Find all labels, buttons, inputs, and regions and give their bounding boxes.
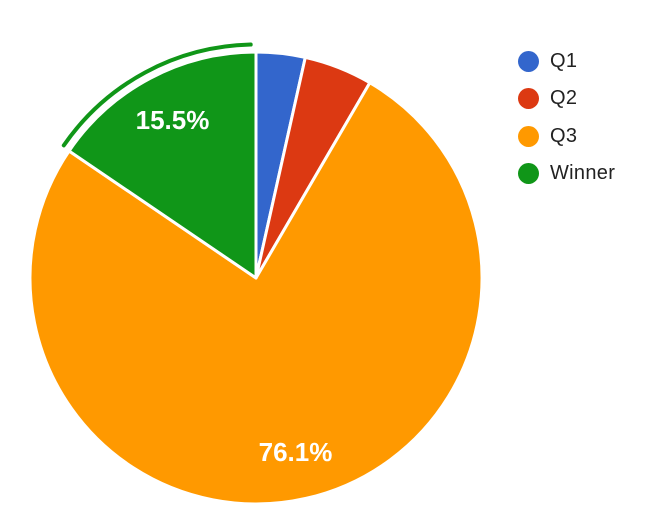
legend-item-q1[interactable]: Q1 <box>518 50 615 72</box>
legend-label: Winner <box>550 162 616 185</box>
legend-label: Q1 <box>550 50 578 72</box>
legend-item-winner[interactable]: Winner <box>518 162 616 185</box>
pie-slice-q3[interactable] <box>28 81 484 506</box>
legend-color-dot-icon <box>518 163 539 185</box>
legend-color-dot-icon <box>518 51 539 72</box>
chart-legend: Q1 Q2 Q3 Winner <box>518 50 616 201</box>
legend-item-q3[interactable]: Q3 <box>518 124 615 147</box>
legend-item-q2[interactable]: Q2 <box>518 87 615 110</box>
legend-color-dot-icon <box>518 88 539 110</box>
legend-label: Q3 <box>550 124 578 147</box>
legend-color-dot-icon <box>518 125 539 147</box>
selected-slice-ring <box>61 42 253 148</box>
slice-percent-label-q3: 76.1% <box>259 437 333 467</box>
pie-slice-winner[interactable] <box>67 50 258 280</box>
legend-label: Q2 <box>550 87 578 110</box>
slice-percent-label-winner: 15.5% <box>136 105 210 135</box>
